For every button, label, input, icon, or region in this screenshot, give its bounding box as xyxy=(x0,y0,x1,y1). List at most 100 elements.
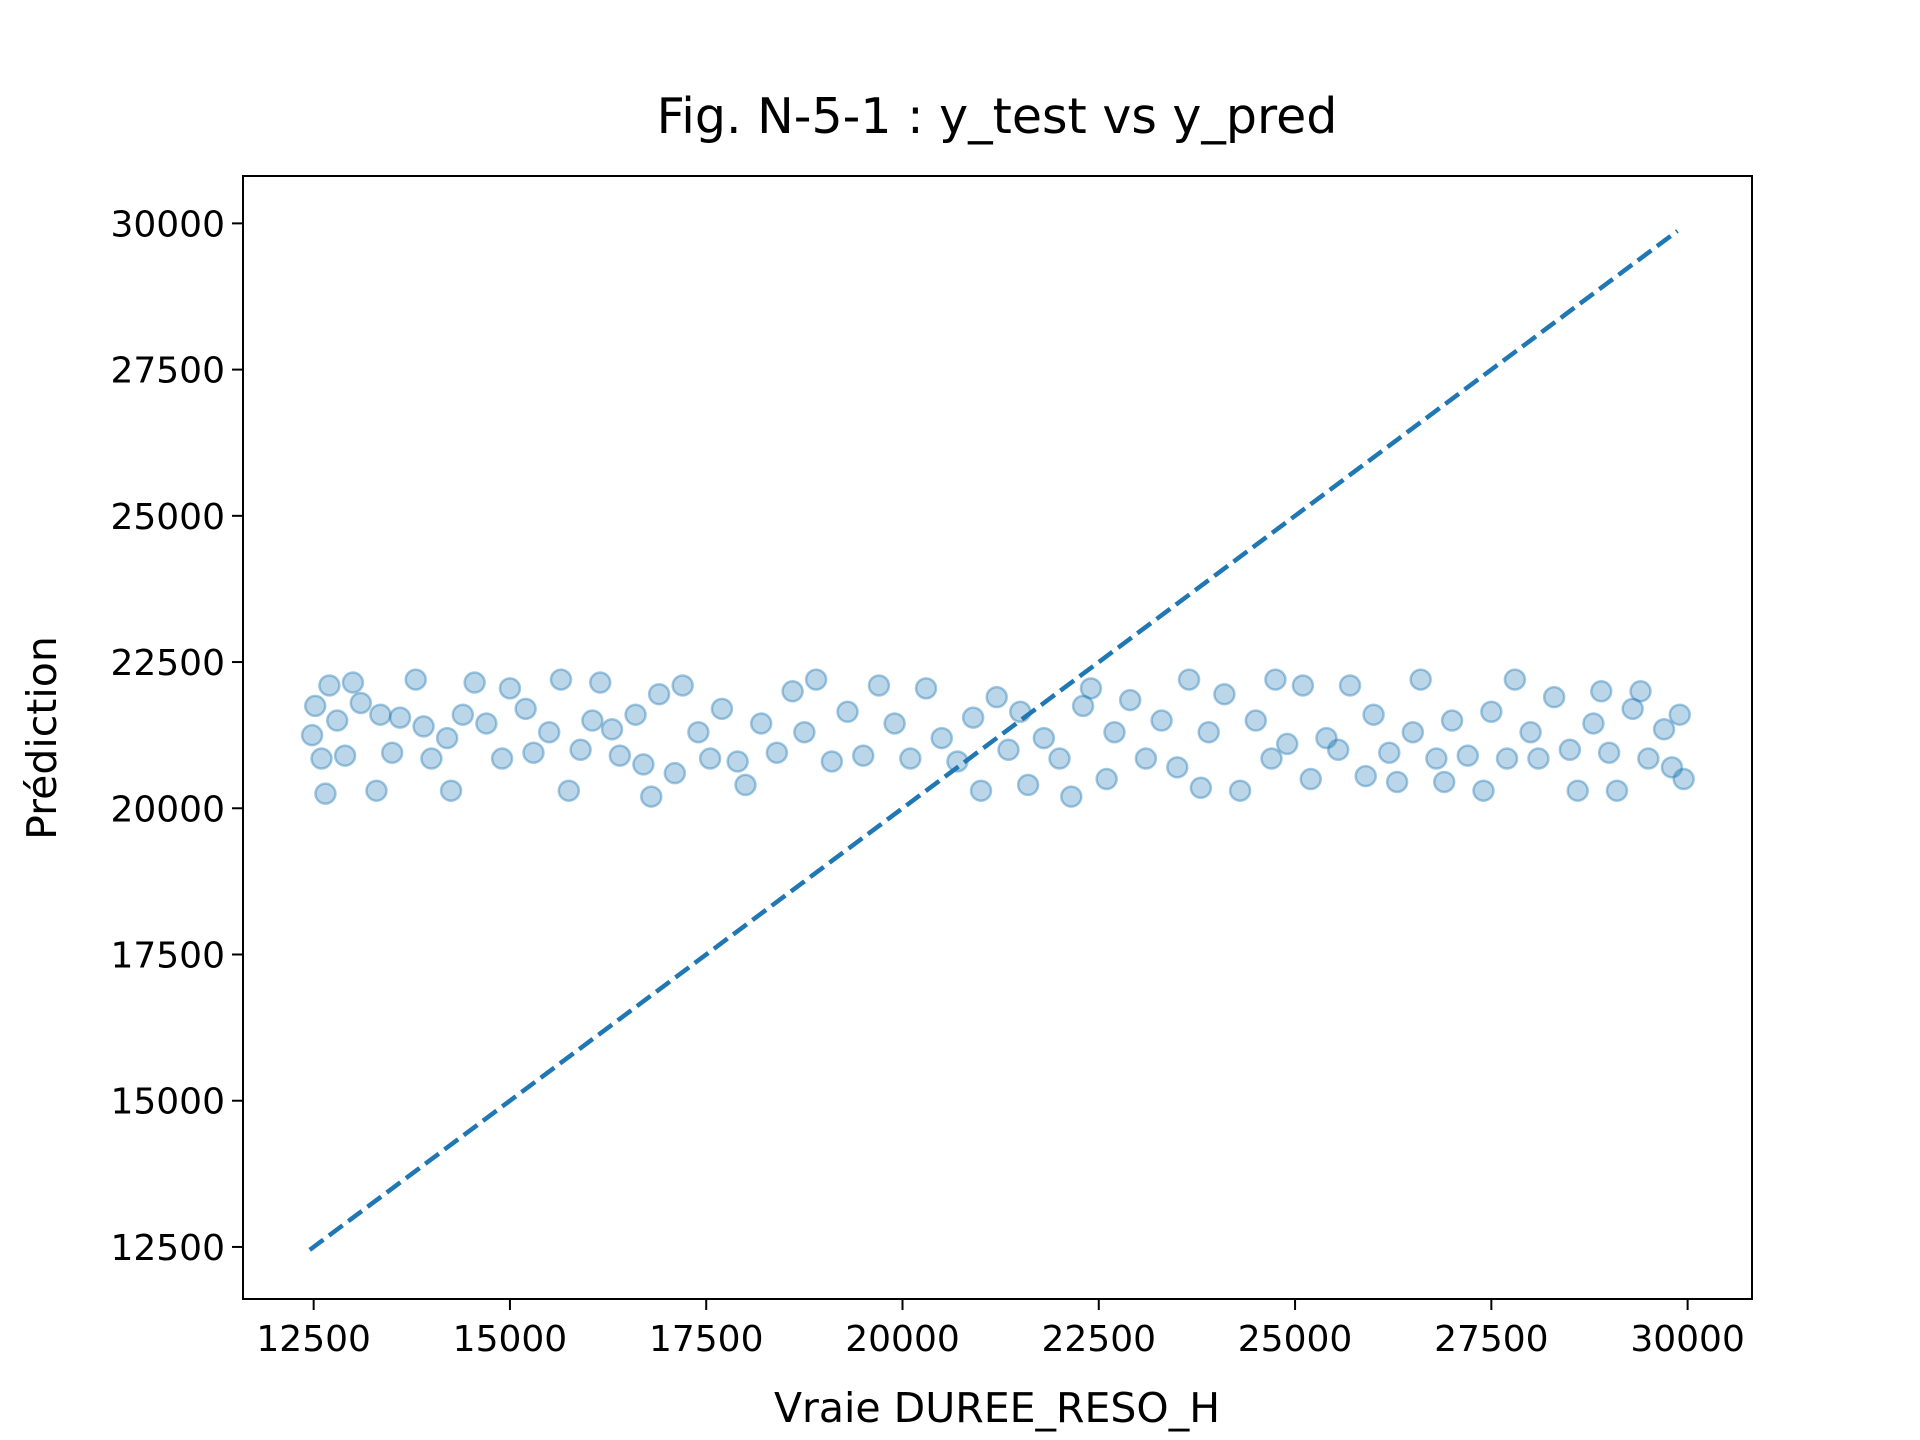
point xyxy=(380,741,404,764)
point xyxy=(451,703,475,726)
point xyxy=(985,685,1008,709)
y-tick-label: 27500 xyxy=(110,351,225,392)
point xyxy=(404,668,427,691)
point xyxy=(333,744,357,767)
point xyxy=(1060,785,1083,808)
y-tick-label: 25000 xyxy=(110,497,225,538)
x-tick-label: 25000 xyxy=(1238,1319,1353,1360)
x-tick-label: 15000 xyxy=(453,1319,568,1360)
x-tick-label: 22500 xyxy=(1042,1319,1157,1360)
point xyxy=(1260,747,1283,770)
point xyxy=(325,709,349,732)
point xyxy=(365,779,388,802)
point xyxy=(1621,697,1644,721)
x-tick-label: 30000 xyxy=(1630,1319,1745,1360)
plot-frame xyxy=(242,175,1753,1300)
point xyxy=(1590,680,1613,703)
point xyxy=(1118,688,1142,712)
point xyxy=(1440,709,1464,732)
point xyxy=(1079,677,1103,700)
y-tick-label: 17500 xyxy=(110,935,225,976)
point xyxy=(1660,756,1684,779)
point xyxy=(781,680,804,703)
point xyxy=(1197,720,1220,744)
point xyxy=(765,741,789,764)
point xyxy=(1244,709,1268,732)
point xyxy=(1582,712,1605,735)
point xyxy=(1629,680,1652,703)
point xyxy=(867,674,891,697)
point xyxy=(1315,726,1338,750)
x-tick-label: 12500 xyxy=(256,1319,371,1360)
point xyxy=(1299,767,1323,791)
point xyxy=(749,712,773,735)
point xyxy=(1558,738,1582,762)
point xyxy=(1519,720,1542,744)
point xyxy=(588,671,612,694)
point xyxy=(490,747,514,770)
point xyxy=(1637,747,1660,770)
point xyxy=(369,703,392,726)
point xyxy=(1189,776,1213,800)
y-tick-label: 12500 xyxy=(110,1228,225,1269)
y-axis-label: Prédiction xyxy=(18,636,66,840)
point xyxy=(318,674,341,697)
point xyxy=(388,706,412,729)
point xyxy=(1672,767,1695,791)
point xyxy=(698,747,722,770)
x-axis-label: Vraie DUREE_RESO_H xyxy=(774,1384,1220,1432)
point xyxy=(1566,779,1589,802)
point xyxy=(663,761,687,785)
point xyxy=(883,712,906,735)
point xyxy=(793,720,816,744)
point xyxy=(624,703,647,726)
point xyxy=(804,668,828,691)
point xyxy=(608,744,632,767)
chart-title: Fig. N-5-1 : y_test vs y_pred xyxy=(657,88,1338,145)
point xyxy=(726,750,749,773)
y-tick-label: 20000 xyxy=(110,789,225,830)
point xyxy=(537,720,561,744)
y-tick-label: 30000 xyxy=(110,204,225,245)
point xyxy=(851,744,875,767)
point xyxy=(1134,747,1158,770)
point xyxy=(997,738,1020,762)
point xyxy=(640,785,663,808)
point xyxy=(569,738,592,762)
point xyxy=(498,677,522,700)
point xyxy=(303,694,327,718)
point xyxy=(710,697,734,721)
point xyxy=(1354,764,1377,788)
point xyxy=(341,671,365,694)
point xyxy=(914,677,938,700)
reference-line xyxy=(308,229,1679,1252)
point xyxy=(1338,674,1362,697)
point xyxy=(435,726,459,750)
point xyxy=(836,700,859,724)
point xyxy=(1095,767,1118,791)
point xyxy=(1326,738,1350,762)
point xyxy=(1016,773,1040,797)
point xyxy=(1668,703,1692,726)
point xyxy=(899,747,922,770)
point xyxy=(734,773,757,797)
point xyxy=(314,782,337,805)
point xyxy=(1291,674,1315,697)
x-tick-label: 17500 xyxy=(649,1319,764,1360)
point xyxy=(420,747,443,770)
point xyxy=(581,709,604,732)
point xyxy=(1597,741,1621,764)
point xyxy=(514,697,537,721)
point xyxy=(412,715,435,738)
point xyxy=(549,668,573,691)
point xyxy=(820,750,844,773)
point xyxy=(300,723,324,747)
point xyxy=(439,779,463,802)
point xyxy=(1150,709,1173,732)
point xyxy=(1456,744,1480,767)
point xyxy=(1362,703,1385,726)
point xyxy=(1495,747,1519,770)
point xyxy=(1264,668,1287,691)
point xyxy=(1605,779,1629,802)
